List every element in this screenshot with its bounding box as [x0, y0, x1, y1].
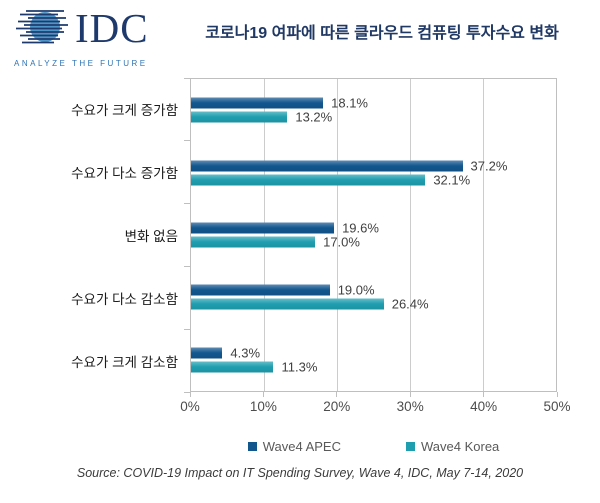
x-axis-label: 20%: [323, 399, 351, 414]
bar-wave4-apec: [191, 160, 463, 172]
bar-group-2: 37.2% 32.1%: [191, 141, 556, 203]
plot-area: 18.1% 13.2% 37.2% 32.1% 19.6% 17.0% 19.0% 26.4%…: [190, 78, 557, 392]
idc-logo: IDC ANALYZE THE FUTURE: [14, 5, 174, 69]
bar-wave4-apec: [191, 222, 335, 234]
bar-group-3: 19.6% 17.0%: [191, 204, 556, 266]
bar-wave4-korea: [191, 174, 426, 186]
x-axis-label: 40%: [470, 399, 498, 414]
category-label: 수요가 다소 증가함: [71, 166, 178, 182]
idc-globe-icon: [14, 8, 72, 55]
bar-value-label: 19.0%: [337, 282, 375, 298]
x-axis-label: 30%: [396, 399, 424, 414]
gridline: [482, 79, 484, 391]
x-axis-labels: 0% 10% 20% 30% 40% 50%: [180, 399, 570, 415]
gridline: [409, 79, 411, 391]
x-axis-label: 10%: [249, 399, 277, 414]
legend-label: Wave4 Korea: [421, 439, 500, 454]
bar-wave4-korea: [191, 111, 288, 123]
x-axis-tick: [336, 392, 338, 397]
bar-group-4: 19.0% 26.4%: [191, 266, 556, 328]
source-note: Source: COVID-19 Impact on IT Spending S…: [76, 466, 524, 480]
bar-wave4-apec: [191, 347, 223, 359]
x-axis-tick: [483, 392, 485, 397]
bar-value-label: 37.2%: [470, 158, 508, 174]
legend: Wave4 APEC Wave4 Korea: [190, 439, 557, 454]
idc-logo-tagline: ANALYZE THE FUTURE: [14, 59, 148, 68]
y-axis-ticks: [184, 77, 190, 393]
gridline: [336, 79, 338, 391]
bar-value-label: 11.3%: [281, 359, 318, 375]
x-axis-tick: [409, 392, 411, 397]
bar-group-1: 18.1% 13.2%: [191, 79, 556, 141]
category-label: 수요가 다소 감소함: [71, 291, 178, 307]
y-axis-tick: [184, 391, 190, 393]
idc-logo-text: IDC: [75, 5, 149, 51]
legend-label: Wave4 APEC: [262, 439, 341, 454]
legend-item-wave4-korea: Wave4 Korea: [406, 439, 499, 454]
legend-swatch-icon: [406, 442, 415, 451]
x-axis-label: 0%: [180, 399, 200, 414]
legend-swatch-icon: [247, 442, 257, 451]
x-axis-tick: [262, 392, 264, 397]
y-axis-tick: [184, 77, 190, 79]
x-axis-tick: [556, 392, 558, 397]
x-axis-label: 50%: [543, 399, 571, 414]
bar-value-label: 19.6%: [342, 220, 379, 236]
legend-item-wave4-apec: Wave4 APEC: [247, 439, 341, 454]
category-label: 수요가 크게 증가함: [71, 103, 178, 119]
bar-value-label: 32.1%: [433, 172, 471, 188]
bar-value-label: 26.4%: [391, 296, 429, 312]
x-axis-tick: [189, 392, 191, 397]
bar-wave4-korea: [191, 236, 316, 248]
bar-group-5: 4.3% 11.3%: [191, 329, 556, 391]
chart-title: 코로나19 여파에 따른 클라우드 컴퓨팅 투자수요 변화: [205, 25, 559, 42]
bar-wave4-apec: [191, 97, 324, 109]
bar-wave4-korea: [191, 298, 384, 310]
gridline: [263, 79, 265, 391]
bar-wave4-apec: [191, 284, 330, 296]
y-axis-tick: [184, 203, 190, 205]
category-label: 변화 없음: [124, 228, 178, 244]
bar-value-label: 13.2%: [295, 109, 333, 125]
bar-value-label: 18.1%: [331, 95, 368, 111]
bar-value-label: 4.3%: [230, 345, 261, 361]
y-axis-tick: [184, 140, 190, 142]
y-axis-tick: [184, 265, 190, 267]
x-axis-ticks: [189, 392, 558, 397]
bar-value-label: 17.0%: [323, 234, 360, 250]
category-label: 수요가 크게 감소함: [71, 354, 178, 370]
y-axis-tick: [184, 328, 190, 330]
bar-wave4-korea: [191, 361, 274, 373]
